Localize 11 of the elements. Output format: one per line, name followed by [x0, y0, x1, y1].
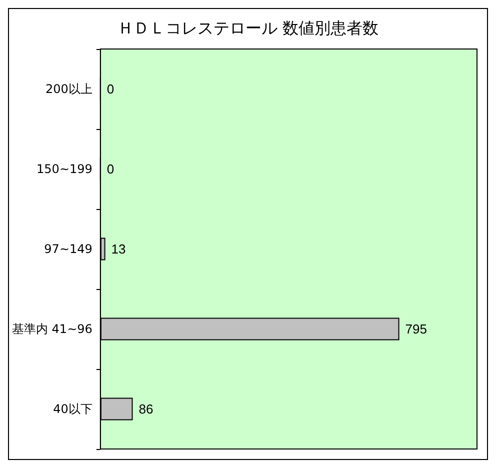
y-tick-label: 150~199 [36, 162, 92, 176]
chart-title: ＨＤＬコレステロール 数値別患者数 [117, 18, 379, 38]
y-tick-label: 200以上 [46, 82, 92, 96]
data-label: 86 [138, 402, 154, 416]
data-label: 0 [106, 162, 114, 176]
y-tick-label: 40以下 [53, 402, 92, 416]
data-label: 0 [106, 82, 114, 96]
y-tick-label: 97~149 [44, 242, 92, 256]
data-label: 795 [405, 322, 427, 336]
y-tick-label: 基準内 41~96 [12, 322, 92, 336]
data-label: 13 [111, 242, 126, 256]
